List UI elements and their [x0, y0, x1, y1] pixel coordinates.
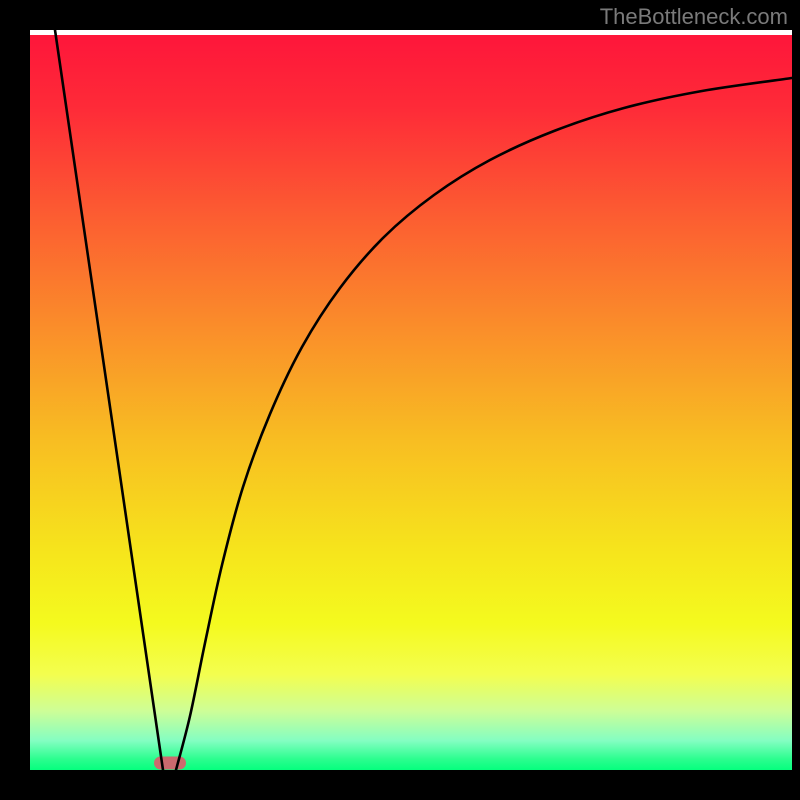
curve-layer — [0, 0, 800, 800]
bottleneck-curve-left — [55, 30, 163, 770]
bottleneck-curve-right — [176, 78, 792, 770]
watermark-text: TheBottleneck.com — [600, 4, 788, 30]
minimum-marker — [154, 757, 186, 770]
chart-container: TheBottleneck.com — [0, 0, 800, 800]
